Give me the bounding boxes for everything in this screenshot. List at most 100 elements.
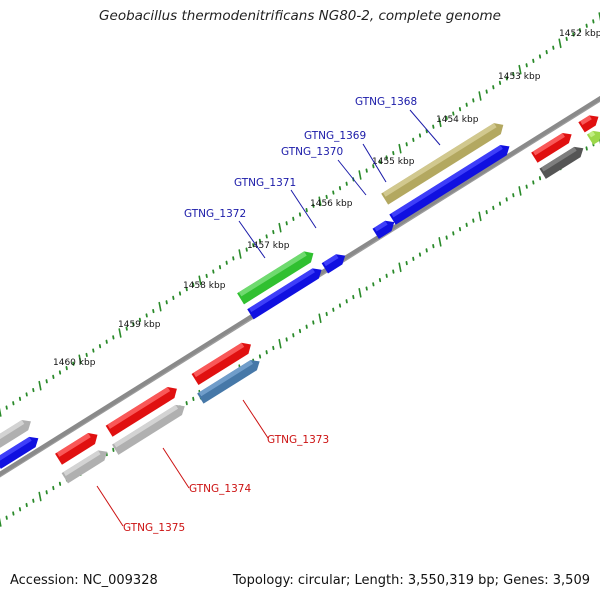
- outer-tick: [518, 64, 522, 75]
- leader-bottom: [242, 399, 269, 439]
- outer-tick: [558, 38, 562, 49]
- feature-blue-small-body: [321, 254, 346, 274]
- kbp-label: 1455 kbp: [372, 157, 415, 167]
- kbp-label: 1453 kbp: [498, 72, 541, 82]
- feature-red-edge-highlight: [580, 115, 592, 126]
- kbp-label: 1457 kbp: [247, 241, 290, 251]
- inner-tick: [318, 313, 322, 324]
- leader-top: [362, 143, 387, 183]
- outer-tick: [238, 249, 242, 259]
- feature-blue-long-highlight: [391, 145, 503, 218]
- inner-tick: [398, 262, 402, 273]
- gene-features: [0, 115, 600, 484]
- inner-tick: [518, 186, 522, 196]
- feature-steelblue-body: [197, 360, 260, 404]
- feature-red-1374-body: [105, 386, 177, 437]
- feature-grey-left-highlight: [0, 420, 25, 441]
- gene-label-bottom: GTNG_1374: [189, 483, 251, 495]
- feature-green-highlight: [238, 251, 307, 297]
- feature-blue-small: [321, 254, 346, 274]
- outer-tick: [478, 91, 482, 101]
- feature-red-right: [531, 132, 572, 163]
- leader-top: [238, 220, 266, 259]
- feature-grey-1374-body: [112, 404, 185, 455]
- feature-blue-left: [0, 436, 39, 469]
- feature-grey-1374: [112, 404, 185, 455]
- inner-tick: [478, 211, 482, 222]
- outer-tick-ring: [0, 12, 600, 417]
- feature-grey-1374-highlight: [113, 404, 179, 448]
- outer-tick: [0, 407, 2, 417]
- feature-green: [237, 251, 314, 305]
- feature-blue-left-body: [0, 436, 39, 469]
- feature-blue-left-highlight: [0, 436, 32, 462]
- outer-tick: [278, 222, 282, 233]
- feature-red-1375-body: [55, 433, 98, 465]
- feature-red-1375: [55, 433, 98, 465]
- kbp-label: 1458 kbp: [183, 281, 226, 291]
- feature-grey-left-body: [0, 420, 31, 448]
- feature-steelblue-highlight: [198, 360, 253, 397]
- gene-labels: GTNG_1368 GTNG_1369 GTNG_1370 GTNG_1371 GTNG…: [123, 96, 417, 534]
- outer-tick: [398, 143, 402, 154]
- outer-tick: [158, 301, 162, 312]
- leader-top: [337, 159, 367, 196]
- leader-top: [409, 109, 441, 146]
- gene-label-bottom: GTNG_1373: [267, 434, 329, 446]
- outer-tick: [198, 275, 202, 286]
- feature-grey-left: [0, 420, 31, 448]
- feature-red-1374: [105, 386, 177, 437]
- feature-grey-1375-highlight: [63, 450, 101, 476]
- feature-grey-1375: [61, 450, 108, 484]
- feature-red-1375-highlight: [56, 433, 91, 457]
- kbp-label: 1454 kbp: [436, 115, 479, 125]
- inner-tick: [278, 338, 282, 349]
- feature-olive-body: [381, 123, 504, 205]
- outer-tick: [78, 354, 82, 365]
- outer-tick: [358, 170, 362, 180]
- feature-lime-edge: [586, 130, 600, 145]
- feature-red-1373: [191, 342, 251, 386]
- feature-grey-right-highlight: [541, 146, 577, 172]
- inner-tick: [358, 287, 362, 298]
- topology-text: Topology: circular; Length: 3,550,319 bp…: [232, 573, 590, 588]
- kbp-scale-labels: 1452 kbp 1453 kbp 1454 kbp 1455 kbp 1456 kbp…: [53, 29, 600, 368]
- leader-bottom: [96, 485, 124, 527]
- gene-label-top: GTNG_1370: [281, 146, 343, 158]
- feature-blue-short: [372, 220, 395, 239]
- leader-top: [290, 189, 317, 229]
- feature-lime-edge-body: [586, 130, 600, 145]
- inner-tick: [0, 517, 2, 527]
- feature-red-1374-highlight: [107, 386, 171, 429]
- map-title: Geobacillus thermodenitrificans NG80-2, …: [99, 8, 501, 24]
- feature-olive-highlight: [382, 123, 497, 197]
- kbp-label: 1456 kbp: [310, 199, 353, 209]
- feature-blue-small-highlight: [323, 254, 339, 267]
- feature-lime-edge-highlight: [588, 130, 596, 138]
- kbp-label: 1460 kbp: [53, 358, 96, 368]
- outer-tick: [598, 12, 600, 22]
- kbp-label: 1452 kbp: [559, 29, 600, 39]
- feature-red-right-body: [531, 132, 572, 163]
- inner-tick: [38, 491, 42, 502]
- gene-label-top: GTNG_1372: [184, 208, 246, 220]
- gene-label-top: GTNG_1368: [355, 96, 417, 108]
- feature-grey-right: [539, 146, 584, 179]
- gene-label-bottom: GTNG_1375: [123, 522, 185, 534]
- inner-tick: [438, 237, 442, 247]
- feature-red-right-highlight: [532, 132, 565, 156]
- kbp-label: 1459 kbp: [118, 320, 161, 330]
- feature-blue-mid: [247, 268, 322, 320]
- gene-label-top: GTNG_1369: [304, 130, 366, 142]
- gene-label-leaders: [96, 109, 441, 527]
- outer-tick: [118, 328, 122, 338]
- outer-tick: [318, 196, 322, 207]
- outer-tick: [438, 117, 442, 128]
- feature-steelblue: [197, 360, 260, 404]
- feature-blue-mid-highlight: [248, 268, 315, 312]
- feature-red-edge: [578, 115, 599, 133]
- feature-blue-mid-body: [247, 268, 322, 320]
- feature-grey-1375-body: [61, 450, 108, 484]
